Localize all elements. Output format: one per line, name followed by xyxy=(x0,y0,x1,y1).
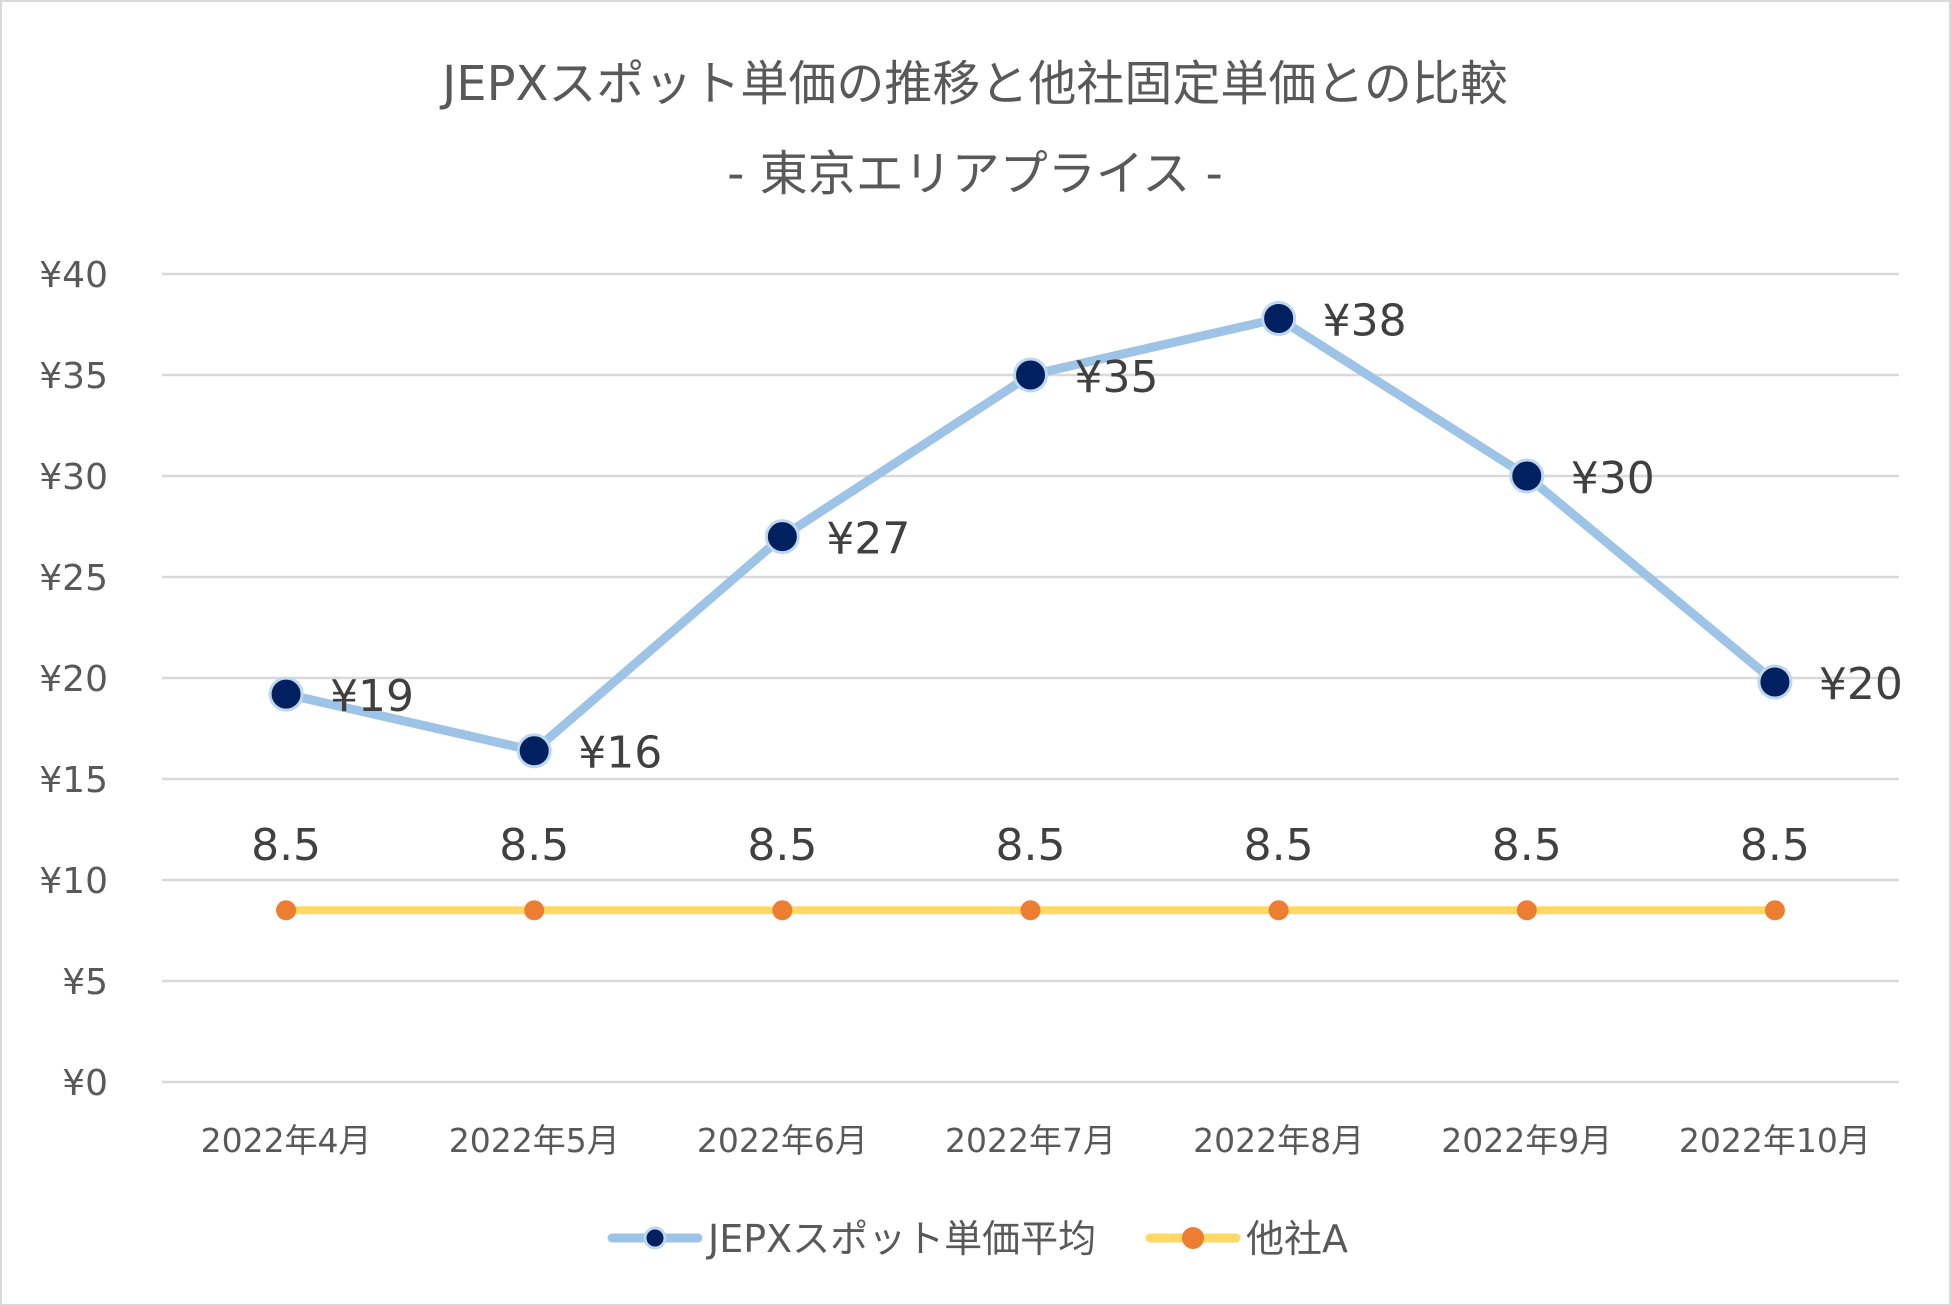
legend-marker-jepx xyxy=(643,1226,667,1250)
x-tick-label: 2022年6月 xyxy=(697,1121,868,1160)
marker-other-a xyxy=(772,900,793,921)
marker-other-a xyxy=(1268,900,1289,921)
y-tick-label: ¥5 xyxy=(62,962,108,1003)
legend-label-jepx: JEPXスポット単価平均 xyxy=(706,1217,1096,1261)
marker-jepx xyxy=(764,519,800,555)
marker-jepx xyxy=(1509,458,1545,494)
data-label-other-a: 8.5 xyxy=(1740,820,1810,871)
y-tick-label: ¥20 xyxy=(39,659,108,700)
data-label-other-a: 8.5 xyxy=(251,820,321,871)
data-label-other-a: 8.5 xyxy=(1492,820,1562,871)
marker-other-a xyxy=(276,900,297,921)
x-tick-label: 2022年7月 xyxy=(945,1121,1116,1160)
data-label-jepx: ¥38 xyxy=(1323,295,1407,346)
data-label-other-a: 8.5 xyxy=(1244,820,1314,871)
marker-jepx xyxy=(1757,664,1793,700)
y-tick-label: ¥10 xyxy=(39,861,108,902)
marker-other-a xyxy=(524,900,545,921)
marker-other-a xyxy=(1516,900,1537,921)
chart-subtitle: - 東京エリアプライス - xyxy=(727,146,1223,202)
data-label-jepx: ¥20 xyxy=(1819,659,1903,710)
y-tick-label: ¥35 xyxy=(39,356,108,397)
marker-jepx xyxy=(1261,300,1297,336)
legend-marker-other-a xyxy=(1182,1227,1204,1249)
data-label-jepx: ¥27 xyxy=(826,514,910,565)
y-tick-label: ¥15 xyxy=(39,760,108,801)
y-tick-label: ¥40 xyxy=(39,255,108,296)
data-label-jepx: ¥19 xyxy=(330,671,414,722)
chart-title: JEPXスポット単価の推移と他社固定単価との比較 xyxy=(439,56,1508,112)
marker-jepx xyxy=(268,676,304,712)
marker-jepx xyxy=(516,733,552,769)
marker-jepx xyxy=(1013,357,1048,393)
x-tick-label: 2022年10月 xyxy=(1679,1121,1871,1160)
y-tick-label: ¥25 xyxy=(39,558,108,599)
data-label-other-a: 8.5 xyxy=(747,820,817,871)
x-tick-label: 2022年5月 xyxy=(449,1121,620,1160)
y-tick-label: ¥30 xyxy=(39,457,108,498)
marker-other-a xyxy=(1764,900,1785,921)
data-label-other-a: 8.5 xyxy=(996,820,1066,871)
x-tick-label: 2022年8月 xyxy=(1193,1121,1364,1160)
x-tick-label: 2022年4月 xyxy=(201,1121,372,1160)
x-tick-label: 2022年9月 xyxy=(1441,1121,1612,1160)
y-tick-label: ¥0 xyxy=(62,1063,108,1104)
data-label-jepx: ¥35 xyxy=(1075,352,1159,403)
legend-label-other-a: 他社A xyxy=(1246,1217,1348,1261)
marker-other-a xyxy=(1020,900,1041,921)
data-label-jepx: ¥30 xyxy=(1571,453,1655,504)
data-label-jepx: ¥16 xyxy=(578,728,662,779)
data-label-other-a: 8.5 xyxy=(499,820,569,871)
